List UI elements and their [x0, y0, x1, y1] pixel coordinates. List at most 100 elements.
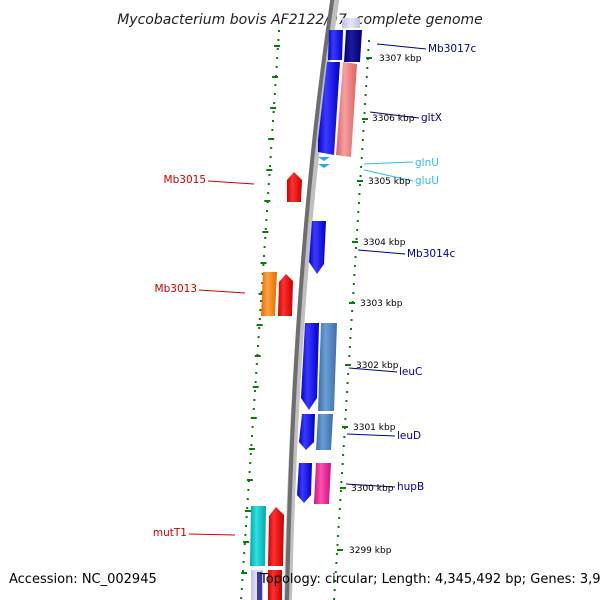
right-track-dot [335, 553, 338, 555]
leader-mb3013 [198, 289, 246, 294]
left-track-dot [270, 147, 273, 149]
left-minor-tick [264, 200, 271, 202]
gene-label-mb3017c[interactable]: Mb3017c [428, 43, 476, 55]
gene-label-glnu[interactable]: glnU [415, 157, 439, 169]
left-track-dot [250, 444, 253, 446]
right-track-dot [357, 202, 360, 204]
left-track-dot [266, 210, 268, 212]
gene-label-hupb[interactable]: hupB [397, 481, 424, 493]
right-track-dot [361, 139, 364, 141]
right-major-tick [337, 549, 343, 551]
genome-backbone [285, 0, 335, 600]
trna-gluu [318, 164, 330, 168]
left-track-dot [240, 597, 243, 599]
gene-label-mb3015[interactable]: Mb3015 [164, 174, 206, 186]
right-track-dot [335, 562, 338, 564]
right-track-dot [344, 409, 347, 411]
left-track-dot [251, 426, 254, 428]
left-minor-tick [246, 479, 253, 481]
accession-text: Accession: NC_002945 [9, 572, 157, 587]
gene-label-mutt1[interactable]: mutT1 [153, 527, 187, 539]
gene-label-leuc[interactable]: leuC [399, 366, 422, 378]
right-track-dot [349, 337, 352, 339]
left-track-dot [260, 300, 262, 302]
right-track-dot [334, 571, 337, 573]
topology-text: Topology: circular; Length: 4,345,492 bp… [260, 572, 600, 587]
cds-leuc-feature [318, 323, 337, 411]
right-track-dot [341, 463, 344, 465]
right-track-dot [355, 247, 358, 249]
gene-label-gltx[interactable]: gltX [421, 112, 442, 124]
gene-labels: Mb3017c gltX glnU gluU Mb3014c leuC leuD… [153, 43, 477, 539]
cds-mb3017c-feature [344, 30, 362, 62]
leader-mb3014c [357, 249, 406, 255]
leader-glnu [363, 161, 414, 165]
right-track-dot [350, 328, 352, 330]
right-track-dot [356, 220, 359, 222]
gene-label-mb3013[interactable]: Mb3013 [155, 283, 197, 295]
scale-label-3303: 3303 kbp [360, 299, 403, 309]
cds-mb3015 [287, 172, 302, 202]
cds-gltx [318, 62, 340, 155]
leader-leud [346, 433, 396, 437]
left-track-dot [259, 309, 262, 311]
left-track-dot [246, 498, 249, 500]
right-track-dot [344, 418, 347, 420]
left-track-dot [271, 129, 274, 131]
cds-mb3013-feature [261, 272, 277, 316]
cds-mb3013 [278, 274, 293, 316]
right-track-dot [334, 580, 337, 582]
left-minor-tick [266, 169, 273, 171]
right-track-dot [356, 229, 359, 231]
right-track-dot [339, 499, 342, 501]
right-track-dot [353, 265, 356, 267]
gene-label-leud[interactable]: leuD [397, 430, 421, 442]
right-track-dot [337, 535, 340, 537]
left-minor-tick [258, 293, 265, 295]
left-track-dot [272, 120, 274, 122]
scale-label-3307: 3307 kbp [379, 54, 422, 64]
right-major-tick [345, 364, 351, 366]
left-track-dot [258, 318, 261, 320]
left-minor-tick [245, 510, 251, 512]
gene-label-gluu[interactable]: gluU [415, 175, 439, 187]
right-track-dot [350, 319, 353, 321]
gene-label-mb3014c[interactable]: Mb3014c [407, 248, 455, 260]
right-track-dot [347, 373, 350, 375]
left-track-dot [257, 336, 260, 338]
left-minor-tick [262, 231, 269, 233]
right-major-tick [362, 118, 368, 120]
left-track-dot [268, 174, 271, 176]
left-track-dot [278, 30, 280, 32]
right-track-dot [338, 508, 341, 510]
right-track-dot [342, 454, 345, 456]
right-track-dot [368, 40, 370, 42]
left-minor-tick [272, 76, 279, 78]
left-track-dot [243, 552, 246, 554]
right-track-dot [333, 589, 336, 591]
cds-gltx-feature [336, 62, 357, 157]
left-minor-tick [270, 107, 277, 109]
left-minor-tick [243, 541, 250, 543]
left-track-dot [263, 246, 266, 248]
right-major-tick [340, 487, 346, 489]
cds-hupb-feature [314, 463, 331, 504]
scale-label-3299: 3299 kbp [349, 546, 392, 556]
leader-mb3015 [207, 180, 255, 185]
right-track-dot [333, 598, 336, 600]
cds-mb3017c [328, 30, 343, 60]
left-track-dot [244, 534, 247, 536]
right-track-dot [336, 544, 339, 546]
left-track-dot [272, 111, 275, 113]
right-track-dot [359, 175, 362, 177]
right-track-dot [365, 76, 368, 78]
right-major-tick [366, 57, 372, 59]
map-title: Mycobacterium bovis AF2122/97, complete … [117, 12, 483, 28]
left-track-dot [251, 435, 253, 437]
left-track-dot [246, 507, 249, 509]
scale-label-3302: 3302 kbp [356, 361, 399, 371]
right-track-dot [352, 283, 355, 285]
right-track-dot [364, 94, 367, 96]
left-track-dot [261, 273, 264, 275]
right-major-tick [349, 302, 355, 304]
